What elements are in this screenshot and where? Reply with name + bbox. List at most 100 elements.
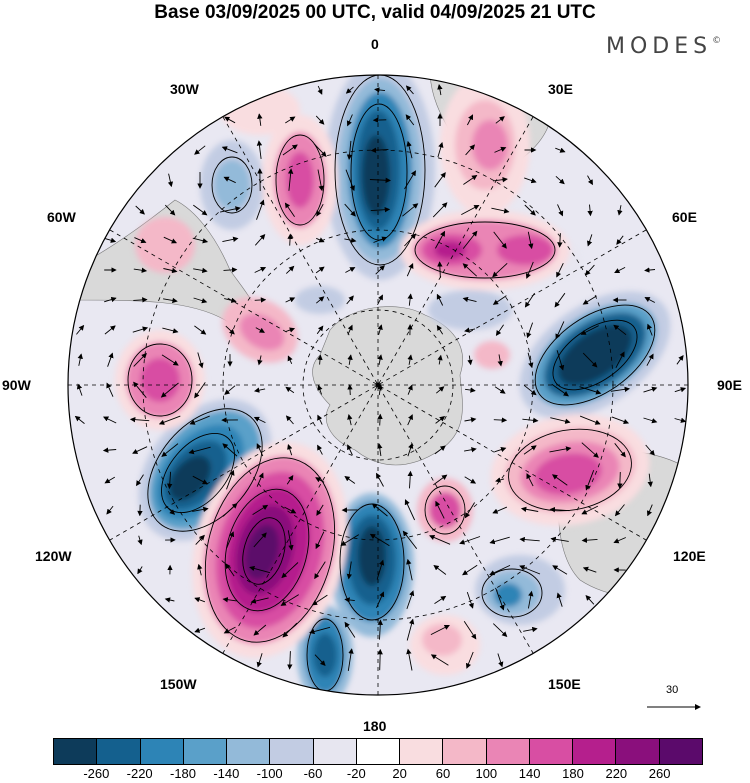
wind-vector-arrow [315,115,325,125]
wind-vector-arrow [285,386,295,394]
wind-vector-arrow [584,264,595,276]
wind-vector-arrow [316,325,324,335]
wind-vector-arrow [467,114,474,126]
wind-vector-arrow [226,469,235,490]
wind-vector-arrow [524,204,536,216]
colorbar-tick-label: 260 [648,766,671,781]
wind-vector-arrow [132,326,149,333]
wind-vector-arrow [493,417,508,423]
wind-vector-arrow [194,597,206,603]
wind-vector-arrow [193,267,208,274]
wind-vector-arrow [407,470,413,489]
anomaly-fields [115,75,671,695]
wind-vector-arrow [616,235,624,245]
colorbar-swatch [356,739,401,764]
map-boundary [67,74,689,696]
wind-vector-arrow [437,142,444,158]
wind-vector-arrow [376,559,385,580]
wind-vector-arrow [433,474,448,486]
wind-vector-arrow [250,597,269,604]
wind-vector-arrow [280,594,299,606]
wind-vector-arrow [163,236,178,244]
wind-vector-arrow [555,147,566,153]
wind-vector-arrow [224,116,236,124]
wind-vector-arrow [464,327,476,333]
wind-vector-arrow [252,504,269,515]
wind-vector-arrow [527,590,534,609]
wind-vector-arrow [582,566,597,573]
wind-vector-arrow [407,354,413,365]
wind-vector-arrow [344,621,356,638]
wind-vector-arrow [315,266,325,274]
colorbar-swatch [227,739,271,764]
colorbar-swatch [140,739,184,764]
wind-vector-arrow [316,296,325,304]
colorbar-tick-label: -180 [169,766,197,781]
wind-vector-arrow [519,536,540,543]
wind-vector-arrow [104,237,117,243]
wind-vector-arrow [611,416,630,425]
wind-vector-arrow [674,387,687,393]
lon-label-0: 0 [371,36,379,52]
wind-vector-arrow [256,199,265,220]
wind-vector-arrow [102,416,117,424]
wind-vector-arrow [223,267,238,273]
brand-mark: © [712,36,722,46]
lon-label-90e: 90E [717,377,742,393]
wind-vector-arrow [556,592,563,607]
wind-vector-arrow [644,267,656,273]
wind-vector-arrow [610,386,630,393]
wind-vector-arrow [579,386,602,395]
wind-vector-arrow [463,174,478,185]
wind-vector-arrow [491,207,510,214]
wind-vector-arrow [646,353,654,366]
wind-vector-arrow [549,506,570,513]
wind-vector-arrow [311,594,328,606]
wind-vectors [74,84,687,671]
wind-vector-arrow [104,296,117,303]
wind-vector-arrow [435,500,445,519]
wind-vector-arrow [406,262,414,277]
wind-vector-arrow [497,354,503,367]
wind-vector-arrow [555,321,565,340]
wind-vector-arrow [496,590,505,611]
wind-vector-arrow [257,113,263,126]
wind-vector-arrow [192,237,209,244]
wind-vector-arrow [133,297,148,303]
wind-vector-arrow [586,234,593,247]
wind-vector-arrow [643,417,658,424]
wind-vector-arrow [107,352,114,367]
wind-vector-arrow [163,267,178,274]
wind-vector-arrow [316,203,324,217]
wind-vector-arrow [406,618,415,641]
wind-vector-arrow [253,416,266,424]
wind-vector-arrow [375,265,385,275]
wind-vector-arrow [315,531,325,550]
wind-vector-arrow [613,537,626,544]
wind-vector-arrow [402,530,418,549]
wind-vector-arrow [581,537,598,543]
wind-vector-arrow [581,505,599,515]
wind-vector-arrow [164,597,175,603]
wind-vector-arrow [462,230,478,249]
colorbar-ticks: -260 -220 -180 -140 -100 -60 -20 20 60 100 140 180 2… [53,766,703,783]
wind-vector-arrow [346,561,353,580]
wind-vector-arrow [492,506,508,514]
wind-vector-arrow [404,233,417,247]
brand-name: MODES [606,34,713,59]
wind-vector-arrow [614,266,626,274]
colorbar-swatch [616,739,660,764]
wind-vector-arrow [527,352,534,369]
colorbar-tick-label: 220 [605,766,628,781]
wind-vector-arrow [192,506,209,513]
wind-vector-arrow [580,325,599,335]
wind-vector-arrow [676,354,684,365]
wind-vector-arrow [430,624,450,636]
wind-vector-arrow [430,654,449,666]
south-pole-marker [375,382,381,388]
wind-vector-arrow [222,597,237,603]
wind-vector-arrow [434,445,446,455]
colorbar-tick-label: -220 [126,766,153,781]
wind-vector-arrow [223,176,236,184]
wind-vector-arrow [617,205,623,216]
